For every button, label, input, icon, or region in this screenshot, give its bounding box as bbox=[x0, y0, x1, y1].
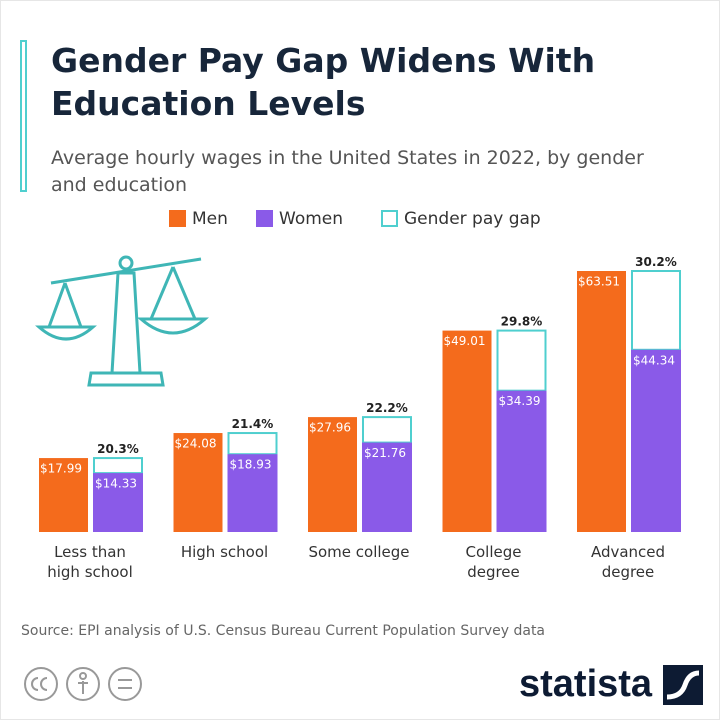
license-icons bbox=[24, 667, 142, 701]
value-label: $17.99 bbox=[40, 462, 82, 476]
gap-box bbox=[631, 270, 681, 351]
gap-box bbox=[496, 329, 547, 392]
category-label: Less than high school bbox=[47, 543, 133, 581]
gap-label: 22.2% bbox=[366, 401, 408, 415]
bar bbox=[442, 330, 492, 532]
category-label: College degree bbox=[465, 543, 522, 581]
bar bbox=[577, 271, 626, 532]
gap-label: 30.2% bbox=[635, 255, 677, 269]
scales-icon bbox=[35, 255, 209, 387]
value-label: $27.96 bbox=[309, 421, 351, 435]
source-note: Source: EPI analysis of U.S. Census Bure… bbox=[21, 623, 546, 639]
bar bbox=[631, 349, 681, 532]
chart-title: Gender Pay Gap Widens With Education Lev… bbox=[51, 41, 596, 123]
bar bbox=[173, 433, 223, 532]
gap-label: 20.3% bbox=[97, 442, 139, 456]
legend-swatch bbox=[256, 210, 273, 227]
value-label: $34.39 bbox=[499, 394, 541, 408]
bar bbox=[308, 417, 357, 532]
category-label: High school bbox=[180, 543, 269, 561]
legend-swatch bbox=[169, 210, 186, 227]
chart-subtitle: Average hourly wages in the United State… bbox=[51, 147, 644, 196]
value-label: $44.34 bbox=[633, 353, 675, 367]
bar bbox=[362, 442, 412, 532]
accent-bar bbox=[20, 40, 27, 192]
gap-label: 29.8% bbox=[501, 315, 543, 329]
gap-box bbox=[362, 416, 412, 444]
legend-label: Women bbox=[279, 209, 343, 229]
legend-label: Men bbox=[192, 209, 228, 229]
brand-icon bbox=[663, 665, 703, 705]
value-label: $21.76 bbox=[364, 446, 406, 460]
bar bbox=[496, 390, 547, 532]
gap-label: 21.4% bbox=[232, 417, 274, 431]
bar bbox=[39, 458, 88, 532]
value-label: $18.93 bbox=[230, 458, 272, 472]
value-label: $63.51 bbox=[578, 275, 620, 289]
bar bbox=[93, 473, 143, 532]
bar bbox=[227, 454, 278, 532]
value-label: $24.08 bbox=[175, 437, 217, 451]
value-label: $49.01 bbox=[444, 334, 486, 348]
gap-box bbox=[227, 432, 278, 456]
brand-logo: statista bbox=[519, 663, 653, 705]
value-label: $14.33 bbox=[95, 477, 137, 491]
gap-box bbox=[93, 457, 143, 475]
category-label: Advanced degree bbox=[590, 543, 666, 581]
category-label: Some college bbox=[308, 543, 410, 561]
legend-swatch bbox=[381, 210, 398, 227]
legend-label: Gender pay gap bbox=[404, 209, 541, 229]
